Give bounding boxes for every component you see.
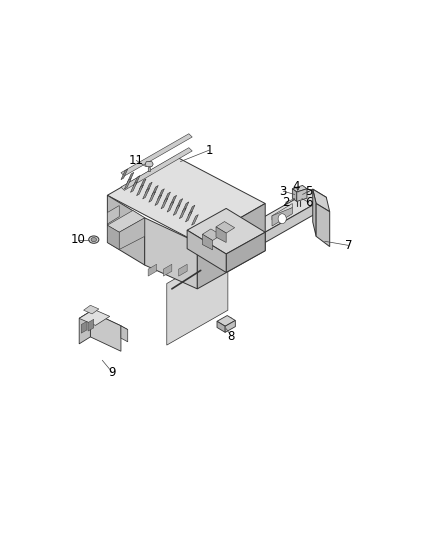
- Polygon shape: [107, 156, 265, 243]
- Polygon shape: [272, 204, 293, 220]
- Polygon shape: [187, 230, 226, 272]
- Polygon shape: [119, 218, 145, 249]
- Polygon shape: [164, 192, 170, 203]
- Polygon shape: [145, 161, 153, 166]
- Polygon shape: [188, 205, 195, 216]
- Polygon shape: [161, 198, 168, 209]
- Polygon shape: [137, 185, 143, 196]
- Polygon shape: [152, 185, 158, 196]
- Polygon shape: [121, 326, 128, 342]
- Text: 4: 4: [292, 180, 300, 193]
- Polygon shape: [121, 134, 192, 176]
- Polygon shape: [124, 179, 131, 189]
- Polygon shape: [143, 188, 149, 199]
- Text: 5: 5: [305, 185, 312, 198]
- Polygon shape: [133, 175, 140, 186]
- Polygon shape: [191, 215, 198, 225]
- Polygon shape: [167, 201, 174, 212]
- Text: 8: 8: [228, 329, 235, 343]
- Ellipse shape: [91, 238, 96, 241]
- Polygon shape: [90, 311, 121, 351]
- Polygon shape: [145, 218, 197, 289]
- Polygon shape: [194, 257, 208, 276]
- Polygon shape: [81, 321, 87, 333]
- Polygon shape: [226, 232, 265, 272]
- Polygon shape: [167, 248, 228, 345]
- Polygon shape: [88, 319, 94, 331]
- Polygon shape: [225, 320, 235, 333]
- Polygon shape: [84, 305, 99, 314]
- Polygon shape: [148, 264, 157, 276]
- Polygon shape: [272, 207, 293, 226]
- Polygon shape: [187, 208, 265, 254]
- Polygon shape: [139, 179, 146, 190]
- Polygon shape: [176, 199, 183, 209]
- Text: 11: 11: [129, 154, 144, 167]
- Polygon shape: [293, 189, 297, 201]
- Polygon shape: [158, 189, 164, 199]
- Polygon shape: [121, 169, 128, 180]
- Polygon shape: [197, 204, 265, 289]
- Polygon shape: [216, 222, 235, 233]
- Text: 2: 2: [282, 196, 290, 209]
- Polygon shape: [155, 195, 162, 206]
- Text: 6: 6: [305, 196, 312, 209]
- Polygon shape: [297, 189, 307, 201]
- Polygon shape: [216, 227, 226, 243]
- Polygon shape: [107, 221, 119, 238]
- Polygon shape: [107, 206, 119, 224]
- Polygon shape: [202, 235, 212, 250]
- Polygon shape: [121, 326, 128, 329]
- Polygon shape: [79, 311, 121, 333]
- Polygon shape: [107, 225, 119, 249]
- Circle shape: [278, 214, 286, 224]
- Polygon shape: [145, 182, 152, 193]
- Polygon shape: [185, 211, 192, 222]
- Polygon shape: [202, 229, 221, 240]
- Text: 10: 10: [71, 233, 85, 246]
- Polygon shape: [148, 166, 151, 172]
- Polygon shape: [149, 191, 155, 202]
- Polygon shape: [194, 189, 326, 265]
- Polygon shape: [217, 321, 225, 333]
- Polygon shape: [79, 311, 90, 344]
- Polygon shape: [170, 195, 177, 206]
- Polygon shape: [107, 195, 145, 265]
- Text: 9: 9: [109, 366, 116, 379]
- Polygon shape: [121, 148, 192, 190]
- Polygon shape: [179, 264, 187, 276]
- Polygon shape: [173, 205, 180, 215]
- Polygon shape: [217, 316, 235, 326]
- Polygon shape: [313, 189, 330, 212]
- Text: 3: 3: [279, 185, 287, 198]
- Text: 1: 1: [205, 144, 213, 157]
- Polygon shape: [163, 264, 172, 276]
- Polygon shape: [208, 197, 326, 276]
- Polygon shape: [316, 204, 330, 247]
- Polygon shape: [313, 189, 316, 236]
- Polygon shape: [179, 208, 186, 219]
- Polygon shape: [79, 309, 110, 325]
- Polygon shape: [131, 182, 137, 192]
- Ellipse shape: [88, 236, 99, 243]
- Polygon shape: [182, 202, 189, 213]
- Polygon shape: [107, 211, 145, 232]
- Text: 7: 7: [345, 239, 352, 252]
- Polygon shape: [127, 172, 134, 183]
- Polygon shape: [293, 185, 307, 192]
